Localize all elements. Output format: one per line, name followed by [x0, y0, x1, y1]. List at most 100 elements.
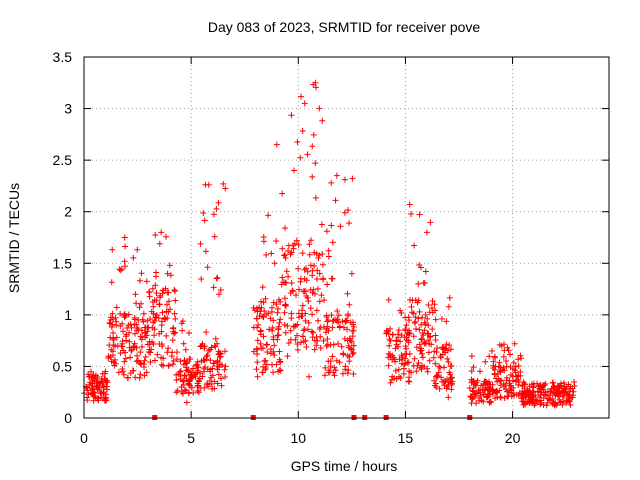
data-point — [107, 354, 114, 361]
data-point — [473, 400, 480, 407]
data-point — [512, 363, 519, 370]
x-tick-label: 5 — [187, 430, 195, 446]
data-point — [344, 370, 351, 377]
data-point — [287, 336, 294, 343]
data-point — [273, 301, 280, 308]
data-point — [491, 371, 498, 378]
data-point — [282, 329, 289, 336]
data-point — [408, 309, 415, 316]
data-point — [217, 287, 224, 294]
data-point — [551, 384, 558, 391]
data-point — [555, 393, 562, 400]
data-point — [349, 333, 356, 340]
data-point — [307, 237, 314, 244]
data-point — [275, 331, 282, 338]
data-point — [441, 378, 447, 385]
data-point — [128, 346, 135, 353]
data-point — [137, 371, 144, 378]
data-point — [386, 342, 393, 349]
data-point — [156, 301, 163, 308]
data-point — [331, 372, 338, 379]
data-point — [445, 359, 452, 366]
data-point — [386, 336, 393, 343]
data-point — [295, 265, 302, 272]
data-point — [498, 377, 505, 384]
data-point — [447, 363, 454, 370]
data-point — [507, 371, 514, 378]
data-point — [403, 345, 410, 352]
data-point — [298, 93, 305, 100]
data-point — [314, 285, 321, 292]
data-point — [469, 378, 475, 385]
data-point — [426, 333, 433, 340]
data-point — [216, 291, 222, 298]
data-point — [276, 367, 283, 374]
data-point — [432, 316, 439, 323]
data-point — [210, 284, 217, 291]
data-point — [268, 304, 275, 311]
data-point — [94, 385, 101, 392]
data-point — [422, 321, 429, 328]
data-point — [500, 364, 507, 371]
data-point — [546, 396, 553, 403]
data-point — [332, 197, 339, 204]
data-point — [130, 254, 137, 261]
data-point — [511, 340, 518, 347]
data-point — [569, 394, 576, 401]
data-point — [160, 362, 167, 369]
data-point — [285, 273, 292, 280]
data-point — [419, 314, 426, 321]
data-point — [113, 334, 120, 341]
data-point — [293, 292, 300, 299]
data-point — [261, 358, 268, 365]
data-point — [539, 384, 546, 391]
data-point — [164, 289, 171, 296]
data-point — [94, 373, 101, 380]
data-point — [284, 247, 291, 254]
data-point — [159, 290, 166, 297]
data-point — [265, 212, 272, 219]
data-point — [312, 290, 319, 297]
data-point — [535, 383, 542, 390]
data-point — [306, 373, 312, 380]
data-point — [217, 353, 224, 360]
data-point — [213, 275, 220, 282]
data-point — [432, 332, 439, 339]
data-point — [158, 229, 165, 236]
data-point — [219, 362, 226, 369]
data-point — [262, 366, 269, 373]
data-point — [276, 348, 283, 355]
data-point — [288, 279, 295, 286]
data-point — [260, 238, 267, 245]
data-point — [291, 240, 298, 247]
data-point — [304, 294, 311, 301]
data-point — [250, 324, 257, 331]
data-point — [180, 377, 187, 384]
data-point — [517, 352, 524, 359]
data-point — [121, 358, 128, 365]
data-point — [429, 297, 436, 304]
data-point — [415, 280, 422, 287]
y-tick-label: 3 — [64, 101, 72, 117]
data-point — [431, 301, 438, 308]
data-point — [297, 339, 304, 346]
data-point — [299, 312, 306, 319]
data-point — [288, 249, 295, 256]
data-point — [109, 246, 116, 253]
data-point — [497, 382, 504, 389]
data-point — [321, 297, 328, 304]
data-point — [307, 305, 314, 312]
data-point — [422, 311, 429, 318]
data-point — [341, 176, 348, 183]
data-point — [341, 209, 348, 216]
data-point — [89, 386, 96, 393]
data-point — [328, 312, 335, 319]
x-tick-label: 10 — [290, 430, 306, 446]
data-point — [307, 286, 314, 293]
data-point — [300, 333, 307, 340]
data-point — [482, 378, 489, 385]
data-point — [277, 316, 284, 323]
data-point — [418, 264, 425, 271]
data-point — [110, 335, 117, 342]
data-point — [501, 347, 508, 354]
